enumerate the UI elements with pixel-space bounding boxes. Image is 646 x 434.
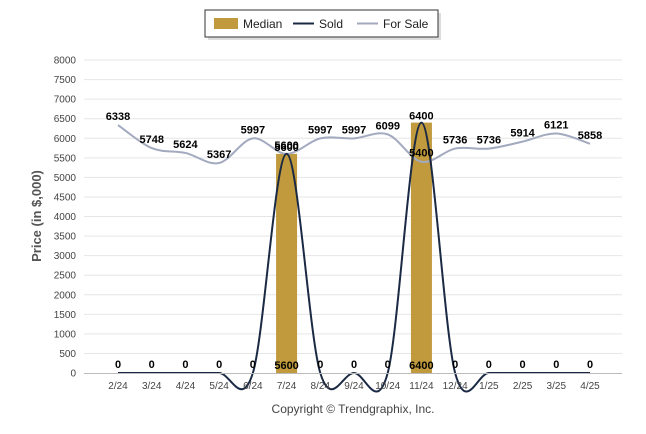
y-tick-label: 6500 [54, 114, 77, 125]
y-tick-label: 6000 [54, 134, 77, 145]
data-label-for-sale: 6099 [375, 120, 399, 132]
x-tick-label: 8/24 [311, 381, 331, 392]
y-tick-label: 5000 [54, 173, 77, 184]
y-tick-label: 1500 [54, 310, 77, 321]
y-tick-label: 4500 [54, 192, 77, 203]
data-label-for-sale: 5367 [207, 149, 231, 161]
y-axis-label: Price (in $,000) [29, 170, 44, 262]
data-label-median: 5600 [274, 360, 298, 372]
y-tick-label: 0 [70, 369, 76, 380]
data-label-for-sale: 5997 [308, 124, 332, 136]
bar-median [276, 153, 298, 373]
legend-swatch-median [214, 18, 238, 29]
y-tick-label: 1000 [54, 329, 77, 340]
data-label-sold: 0 [520, 359, 526, 371]
x-tick-label: 7/24 [277, 381, 297, 392]
x-tick-label: 3/25 [547, 381, 567, 392]
y-tick-label: 3000 [54, 251, 77, 262]
data-label-for-sale: 5914 [510, 128, 535, 140]
y-tick-label: 7500 [54, 75, 77, 86]
data-label-sold: 5600 [274, 142, 298, 154]
data-label-for-sale: 5997 [241, 124, 265, 136]
data-label-for-sale: 5997 [342, 124, 366, 136]
y-axis-ticks: 0 500 1000 1500 2000 2500 3000 3500 4000 4500 5000… [54, 56, 77, 380]
data-label-sold: 0 [182, 359, 188, 371]
y-tick-label: 2500 [54, 271, 77, 282]
data-label-sold: 0 [452, 359, 458, 371]
data-label-sold: 0 [149, 359, 155, 371]
x-tick-label: 12/24 [443, 381, 468, 392]
x-tick-label: 2/25 [513, 381, 533, 392]
legend-label-sold: Sold [319, 17, 343, 31]
x-tick-label: 5/24 [209, 381, 229, 392]
data-label-sold: 0 [216, 359, 222, 371]
legend-label-median: Median [243, 17, 282, 31]
y-tick-label: 2000 [54, 290, 77, 301]
x-axis-ticks: 2/24 3/24 4/24 5/24 6/24 7/24 8/24 9/24 10/24 11/… [108, 381, 600, 392]
x-tick-label: 1/25 [479, 381, 499, 392]
y-tick-label: 8000 [54, 56, 77, 67]
data-label-sold: 0 [317, 359, 323, 371]
x-tick-label: 2/24 [108, 381, 128, 392]
legend-box [204, 9, 439, 38]
y-tick-label: 3500 [54, 232, 77, 243]
data-label-sold: 0 [351, 359, 357, 371]
data-label-sold: 0 [553, 359, 559, 371]
x-tick-label: 4/25 [580, 381, 600, 392]
legend-label-for-sale: For Sale [383, 17, 429, 31]
median-bars [276, 122, 432, 373]
data-label-for-sale: 5624 [173, 139, 198, 151]
y-tick-label: 5500 [54, 153, 77, 164]
data-label-for-sale: 6121 [544, 120, 568, 132]
data-label-sold: 0 [250, 359, 256, 371]
data-label-for-sale: 6338 [106, 111, 130, 123]
data-label-sold: 0 [587, 359, 593, 371]
x-tick-label: 10/24 [375, 381, 400, 392]
data-label-sold: 0 [385, 359, 391, 371]
legend: Median Sold For Sale [204, 9, 441, 40]
y-tick-label: 4000 [54, 212, 77, 223]
data-label-sold: 6400 [409, 111, 433, 123]
data-label-for-sale: 5736 [443, 135, 467, 147]
x-tick-label: 11/24 [409, 381, 434, 392]
line-for-sale [117, 124, 591, 165]
bar-median [410, 122, 432, 373]
series-lines [117, 121, 591, 393]
x-tick-label: 3/24 [142, 381, 162, 392]
data-label-sold: 0 [486, 359, 492, 371]
gridlines [84, 59, 622, 354]
data-label-median: 6400 [409, 360, 433, 372]
copyright: Copyright © Trendgraphix, Inc. [272, 402, 435, 416]
data-label-for-sale: 5858 [578, 130, 602, 142]
data-label-for-sale: 5748 [139, 134, 163, 146]
data-label-for-sale: 5400 [409, 148, 433, 160]
data-label-for-sale: 5736 [477, 135, 501, 147]
data-label-for-sale: 5600 [274, 140, 298, 152]
line-sold [118, 121, 590, 393]
y-tick-label: 500 [59, 349, 76, 360]
data-labels: 6338 5748 5624 5367 5997 5600 5997 5997 6099 5400… [106, 111, 602, 372]
x-tick-label: 9/24 [344, 381, 364, 392]
data-label-sold: 0 [115, 359, 121, 371]
x-tick-label: 6/24 [243, 381, 263, 392]
y-tick-label: 7000 [54, 95, 77, 106]
x-tick-label: 4/24 [176, 381, 196, 392]
